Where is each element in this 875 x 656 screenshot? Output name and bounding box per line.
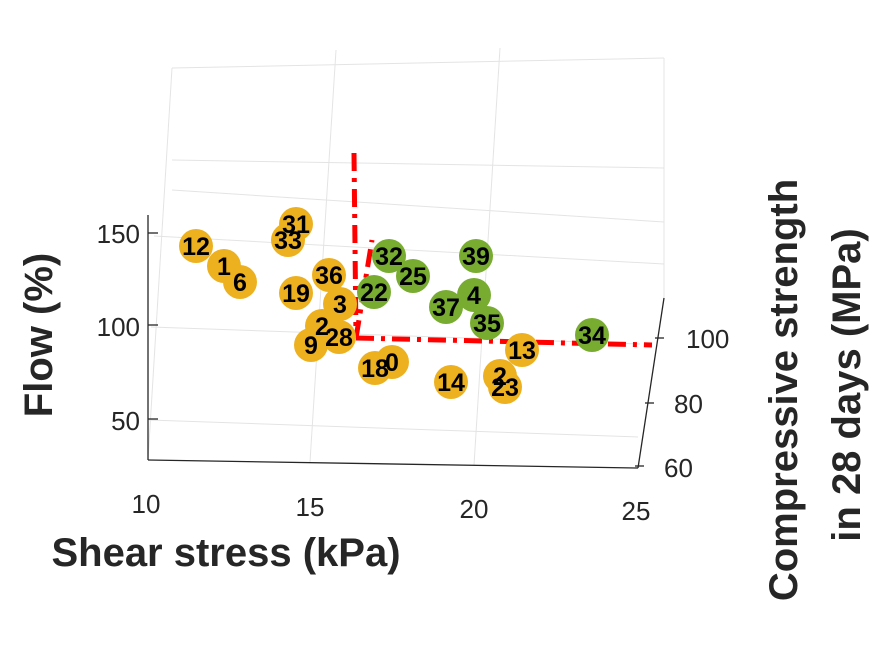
- x-tick-label: 25: [622, 496, 651, 526]
- data-point: [396, 259, 430, 293]
- grid-line: [171, 189, 665, 223]
- data-point-label: 34: [578, 322, 606, 350]
- data-point-label: 23: [491, 374, 519, 402]
- data-point-label: 31: [282, 211, 310, 239]
- data-point: [179, 229, 213, 263]
- data-point: [483, 359, 517, 393]
- data-point-label: 9: [304, 332, 318, 360]
- data-point-label: 0: [385, 349, 399, 377]
- data-point-label: 32: [375, 243, 403, 271]
- data-point-label: 19: [282, 280, 310, 308]
- data-point-label: 22: [360, 279, 388, 307]
- data-point: [312, 258, 346, 292]
- x-tick-labels: 10 15 20 25: [132, 489, 651, 526]
- data-point-label: 28: [325, 324, 353, 352]
- data-point-label: 12: [182, 233, 210, 261]
- y-tick-label: 60: [664, 453, 693, 483]
- box-edge: [171, 57, 665, 69]
- data-point-label: 1: [217, 253, 231, 281]
- x-tick-label: 15: [296, 492, 325, 522]
- y-axis-label-line-1: Compressive strength: [762, 179, 806, 601]
- grid-line: [309, 49, 337, 463]
- data-point: [470, 306, 504, 340]
- data-point: [372, 239, 406, 273]
- z-tick-labels: 150 100 50: [97, 219, 140, 436]
- grid-line: [150, 326, 641, 345]
- data-point-label: 18: [361, 355, 389, 383]
- data-point-label: 3: [333, 291, 347, 319]
- data-point: [322, 320, 356, 354]
- box-edge: [147, 67, 173, 461]
- y-tick-labels: 100 80 60: [664, 324, 729, 483]
- data-point-label: 36: [315, 262, 343, 290]
- data-point: [358, 351, 392, 385]
- axis-lines: [147, 215, 665, 469]
- data-point-label: 2: [493, 363, 507, 391]
- data-point: [279, 207, 313, 241]
- data-point: [459, 239, 493, 273]
- grid-line: [148, 419, 639, 438]
- x-tick-label: 20: [460, 494, 489, 524]
- data-point: [505, 333, 539, 367]
- data-point-label: 13: [508, 337, 536, 365]
- data-point-label: 6: [233, 269, 247, 297]
- y-axis-line: [637, 297, 665, 469]
- data-point: [434, 365, 468, 399]
- data-point: [294, 328, 328, 362]
- data-point-label: 39: [462, 243, 490, 271]
- y-tick-label: 100: [686, 324, 729, 354]
- z-axis-label: Flow (%): [17, 253, 61, 417]
- x-axis-line: [147, 459, 639, 469]
- y-tick-label: 80: [674, 389, 703, 419]
- threshold-line-horizontal: [355, 335, 653, 348]
- data-point-label: 2: [315, 313, 329, 341]
- z-tick-label: 100: [97, 312, 140, 342]
- data-point-label: 25: [399, 263, 427, 291]
- grid-line: [171, 159, 665, 169]
- data-point: [575, 318, 609, 352]
- data-point-label: 35: [473, 310, 501, 338]
- z-tick-label: 50: [111, 406, 140, 436]
- data-point: [279, 276, 313, 310]
- data-point: [357, 275, 391, 309]
- data-point-label: 4: [467, 282, 481, 310]
- x-axis-label: Shear stress (kPa): [51, 531, 400, 575]
- data-point-labels: 12 1 6 33 31 36 19 3 2 28 9 0 18 14 23 2…: [182, 211, 606, 402]
- grid-line: [153, 235, 665, 265]
- data-point-label: 33: [274, 227, 302, 255]
- data-point: [223, 265, 257, 299]
- x-tick-label: 10: [132, 489, 161, 519]
- z-tick-label: 150: [97, 219, 140, 249]
- y-axis-label-line-2: in 28 days (MPa): [825, 228, 869, 541]
- data-point: [429, 290, 463, 324]
- data-points: [179, 207, 609, 404]
- data-point-label: 37: [432, 294, 460, 322]
- data-point: [457, 278, 491, 312]
- data-point-label: 14: [437, 369, 465, 397]
